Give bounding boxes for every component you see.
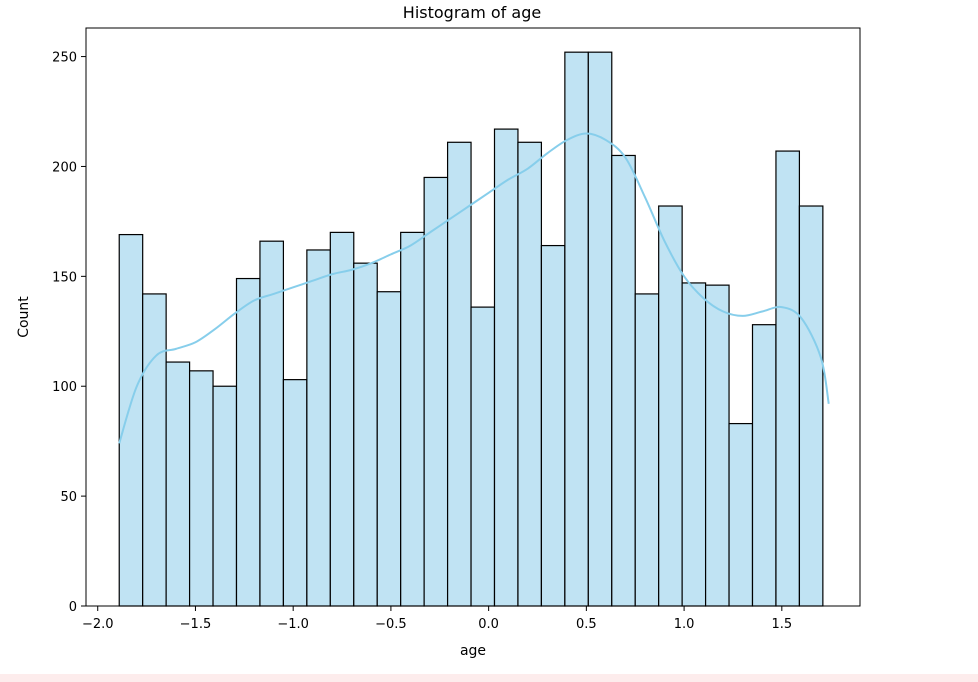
x-tick-label: 1.5 [771,617,792,632]
histogram-bar [142,293,167,607]
kde-group [118,132,830,444]
y-axis-ticks: 0 50 100 150 200 250 [52,51,86,615]
x-tick-label: −0.5 [375,617,407,632]
x-tick-label: 1.0 [674,617,695,632]
x-axis-ticks: −2.0 −1.5 −1.0 −0.5 0.0 0.5 1.0 1.5 [82,606,792,632]
histogram-bar [118,233,144,607]
histogram-bar [775,150,801,607]
x-tick-label: −1.5 [180,617,212,632]
bars-group [118,51,824,607]
histogram-bar [611,154,636,607]
plot-frame [85,27,861,607]
histogram-bar [587,51,613,607]
histogram-bar [400,231,425,607]
x-tick-label: −2.0 [82,617,114,632]
y-tick-label: 150 [52,270,77,285]
histogram-bar [188,370,214,607]
histogram-bar [728,422,754,607]
x-tick-label: 0.0 [478,617,499,632]
histogram-bar [634,293,660,607]
histogram-bar [704,284,730,607]
output-strip [0,674,978,682]
y-tick-label: 50 [60,490,77,505]
x-axis-label: age [460,643,486,659]
histogram-bar [376,291,402,607]
kde-line [118,132,830,444]
histogram-bar [517,141,543,607]
histogram-bar [353,262,378,607]
histogram-bar [493,128,519,607]
y-tick-label: 0 [69,600,77,615]
chart-title: Histogram of age [403,3,541,22]
x-tick-label: −1.0 [277,617,309,632]
histogram-bar [470,306,496,607]
y-tick-label: 200 [52,160,77,175]
histogram-bar [259,240,285,607]
histogram-bar [212,385,238,607]
histogram-bar [282,379,308,607]
histogram-bar [751,324,777,607]
histogram-bar [681,282,707,607]
x-tick-label: 0.5 [576,617,597,632]
histogram-bar [423,176,449,607]
y-axis-label: Count [16,296,32,338]
y-tick-label: 250 [52,51,77,66]
histogram-bar [306,249,331,607]
histogram-bar [165,361,191,607]
histogram-bar [235,277,261,607]
histogram-bar [329,231,355,607]
histogram-bar [798,205,824,607]
y-tick-label: 100 [52,380,77,395]
histogram-bar [540,244,566,607]
